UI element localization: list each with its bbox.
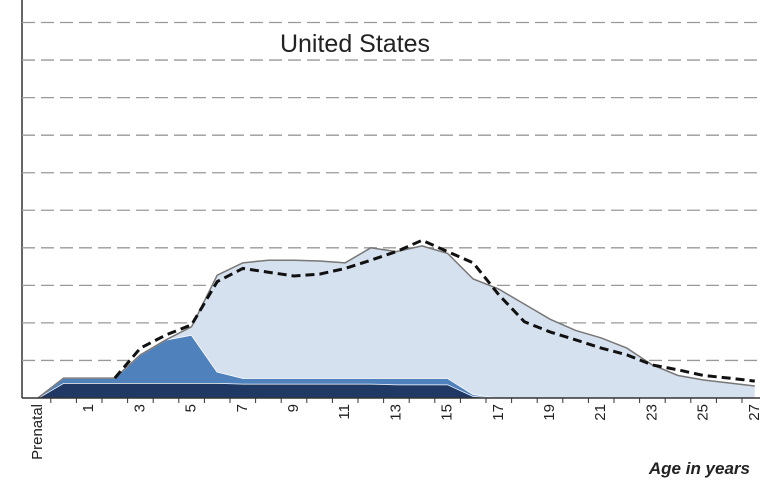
x-tick-label: 21: [592, 404, 609, 421]
x-tick-label: 9: [285, 404, 302, 412]
x-tick-label: 23: [643, 404, 660, 421]
x-tick-label: 15: [439, 404, 456, 421]
line: [113, 238, 755, 383]
x-tick-label: 27: [746, 404, 760, 421]
x-tick-label: 1: [80, 404, 97, 412]
x-tick-label: 19: [541, 404, 558, 421]
area-edge: [37, 245, 755, 399]
x-tick-label: 25: [695, 404, 712, 421]
chart-title: United States: [280, 30, 430, 58]
x-tick-label: Prenatal: [29, 404, 46, 460]
x-tick-label: 17: [490, 404, 507, 421]
x-tick-label: 11: [336, 404, 353, 420]
x-tick-label: 5: [183, 404, 200, 412]
area: [38, 334, 755, 398]
x-tick-label: 7: [234, 404, 251, 412]
x-tick-label: 13: [387, 404, 404, 421]
x-axis-label: Age in years: [648, 459, 750, 478]
area: [38, 382, 755, 398]
x-tick-label: 3: [131, 404, 148, 412]
